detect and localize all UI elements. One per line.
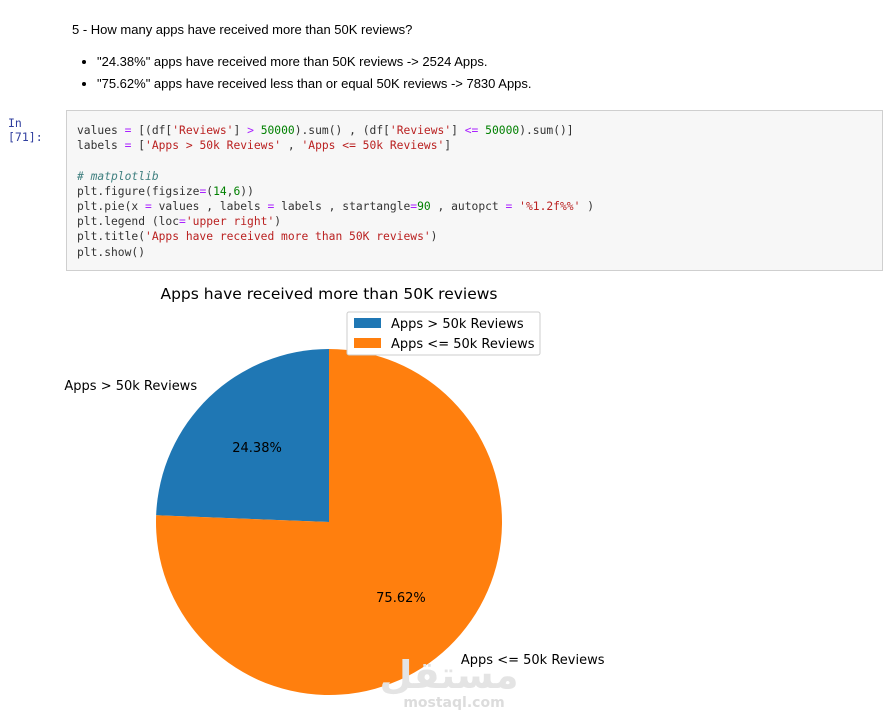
code-line-1: values = [(df['Reviews'] > 50000).sum() … bbox=[77, 124, 574, 137]
pie-slice-1 bbox=[156, 349, 329, 522]
answer-bullet-2: "75.62%" apps have received less than or… bbox=[97, 75, 870, 92]
pie-slice-2 bbox=[156, 349, 503, 695]
answer-list: "24.38%" apps have received more than 50… bbox=[70, 53, 870, 92]
legend-swatch-1 bbox=[354, 318, 381, 328]
watermark-arabic: مستقل bbox=[380, 653, 519, 697]
code-line-8: plt.title('Apps have received more than … bbox=[77, 230, 438, 244]
watermark-latin: mostaql.com bbox=[403, 695, 504, 711]
code-line-2: labels = ['Apps > 50k Reviews' , 'Apps <… bbox=[77, 139, 452, 153]
watermark: مستقل mostaql.com bbox=[380, 653, 519, 711]
markdown-cell: 5 - How many apps have received more tha… bbox=[70, 14, 870, 97]
code-line-6: plt.pie(x = values , labels = labels , s… bbox=[77, 200, 594, 213]
pie-slice-label-1: Apps > 50k Reviews bbox=[64, 379, 197, 394]
code-cell-editor[interactable]: values = [(df['Reviews'] > 50000).sum() … bbox=[66, 110, 883, 271]
chart-title: Apps have received more than 50K reviews bbox=[160, 285, 497, 303]
code-line-5: plt.figure(figsize=(14,6)) bbox=[77, 184, 254, 198]
cell-prompt: In [71]: bbox=[8, 116, 43, 144]
legend-swatch-2 bbox=[354, 338, 381, 348]
pie-pct-label-2: 75.62% bbox=[376, 591, 426, 606]
code-line-7: plt.legend (loc='upper right') bbox=[77, 215, 282, 229]
legend: Apps > 50k Reviews Apps <= 50k Reviews bbox=[346, 311, 541, 356]
pie-chart-output: Apps have received more than 50K reviews… bbox=[64, 285, 605, 711]
code-line-3 bbox=[77, 153, 872, 168]
legend-label-2: Apps <= 50k Reviews bbox=[391, 337, 535, 352]
pie-slices: 24.38% Apps > 50k Reviews 75.62% Apps <= 50… bbox=[64, 349, 605, 695]
answer-bullet-1: "24.38%" apps have received more than 50… bbox=[97, 53, 870, 70]
question-heading: 5 - How many apps have received more tha… bbox=[72, 22, 413, 37]
legend-label-1: Apps > 50k Reviews bbox=[391, 317, 524, 332]
code-line-4: # matplotlib bbox=[77, 169, 159, 183]
pie-pct-label-1: 24.38% bbox=[232, 441, 282, 456]
code-line-9: plt.show() bbox=[77, 245, 146, 259]
legend-frame bbox=[346, 311, 541, 356]
pie-slice-label-2: Apps <= 50k Reviews bbox=[461, 653, 605, 668]
